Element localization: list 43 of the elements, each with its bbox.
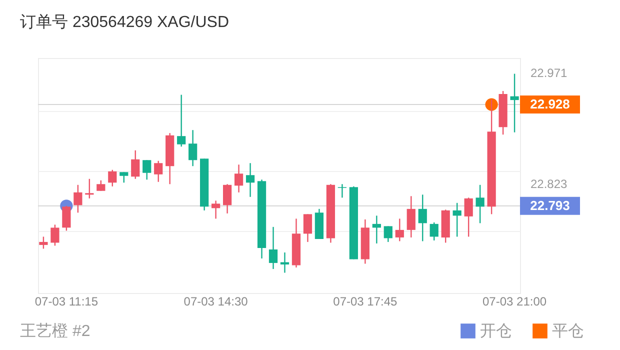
candlestick [120, 172, 128, 184]
candlestick [395, 218, 404, 242]
candlestick [154, 160, 163, 182]
candlestick [211, 200, 220, 220]
ref-line-label: 22.928 [530, 96, 570, 112]
ref-line-label: 22.793 [530, 198, 570, 213]
candlestick [108, 169, 117, 187]
candlestick [510, 73, 519, 133]
candlestick [39, 236, 48, 250]
candlestick [62, 205, 71, 232]
candlestick [280, 252, 290, 274]
candlestick [177, 94, 186, 148]
candlestick [406, 196, 416, 238]
candlestick [476, 184, 484, 224]
legend-label: 平仓 [552, 323, 584, 340]
candlestick [430, 222, 438, 242]
candlestick [372, 215, 381, 244]
x-tick-label: 07-03 14:30 [184, 294, 248, 308]
x-tick-label: 07-03 21:00 [482, 294, 547, 308]
candlestick [452, 202, 462, 238]
candlestick [246, 162, 255, 198]
candlestick [384, 226, 392, 243]
text: 王艺橙 #2 [20, 322, 90, 340]
chart-title: 订单号 230564269 XAG/USD [20, 13, 229, 31]
candlestick [74, 184, 82, 214]
candlestick [303, 214, 312, 243]
x-tick-label: 07-03 17:45 [333, 294, 398, 308]
x-tick-label: 07-03 11:15 [34, 294, 98, 308]
candlestick [338, 184, 347, 198]
candlestick [268, 226, 278, 270]
candlestick [188, 129, 198, 167]
legend-label: 开仓 [480, 323, 512, 340]
y-tick-label: 22.971 [530, 66, 568, 80]
candlestick [142, 160, 152, 180]
candlestick [85, 178, 94, 199]
candlestick [418, 194, 427, 242]
candlestick [234, 164, 244, 193]
y-tick-label: 22.823 [530, 176, 568, 191]
candlestick [50, 224, 60, 246]
candlestick [131, 150, 140, 180]
candlestick [222, 184, 232, 214]
candlestick [464, 197, 473, 238]
candlestick [96, 180, 106, 192]
